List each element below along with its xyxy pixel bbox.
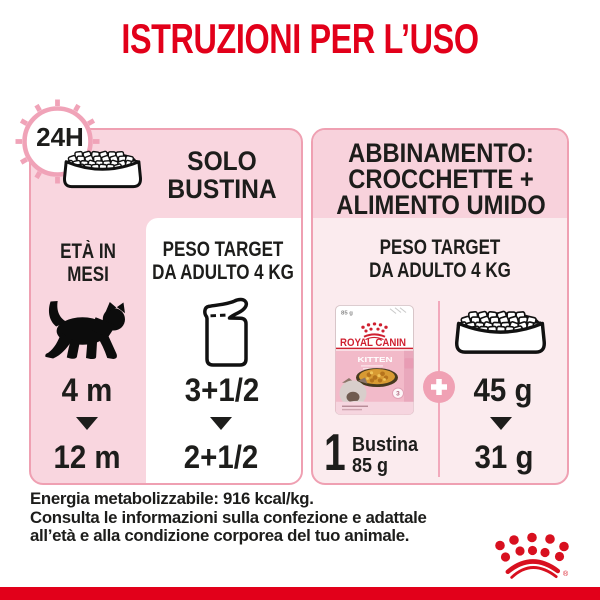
svg-text:3: 3 bbox=[396, 391, 400, 398]
svg-text:KITTEN: KITTEN bbox=[358, 355, 393, 364]
svg-text:®: ® bbox=[563, 570, 569, 578]
svg-text:85 g: 85 g bbox=[341, 311, 353, 317]
svg-text:ROYAL CANIN: ROYAL CANIN bbox=[340, 337, 406, 349]
